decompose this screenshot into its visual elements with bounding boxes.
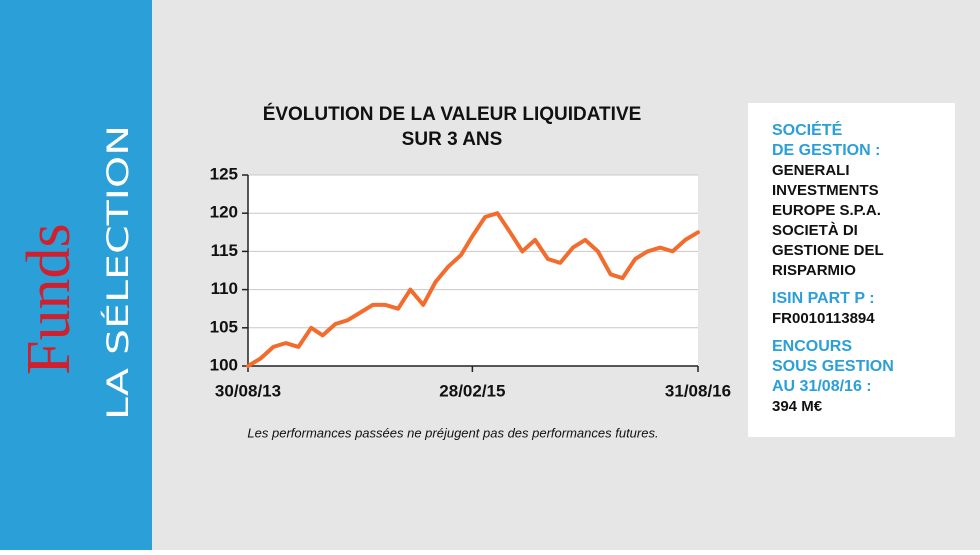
info-label: SOUS GESTION bbox=[772, 358, 894, 375]
value-line bbox=[246, 211, 700, 368]
x-tick-label: 31/08/16 bbox=[665, 381, 731, 400]
info-label: ENCOURS bbox=[772, 338, 852, 355]
info-value: EUROPE S.P.A. bbox=[772, 202, 881, 219]
info-value: RISPARMIO bbox=[772, 262, 856, 279]
info-value: GENERALI bbox=[772, 162, 850, 179]
plot-area bbox=[248, 175, 698, 366]
info-card bbox=[748, 103, 955, 437]
sidebar bbox=[0, 0, 152, 550]
info-value: GESTIONE DEL bbox=[772, 242, 884, 259]
info-label: ISIN PART P : bbox=[772, 290, 875, 307]
info-label: AU 31/08/16 : bbox=[772, 378, 872, 395]
info-label: DE GESTION : bbox=[772, 142, 880, 159]
y-tick-label: 120 bbox=[210, 203, 238, 222]
y-tick-label: 125 bbox=[210, 164, 238, 183]
info-label: SOCIÉTÉ bbox=[772, 120, 843, 139]
brand: Funds bbox=[15, 223, 83, 375]
x-tick-label: 30/08/13 bbox=[215, 381, 281, 400]
x-tick-label: 28/02/15 bbox=[439, 381, 505, 400]
chart-title: SUR 3 ANS bbox=[402, 129, 503, 150]
chart-title: ÉVOLUTION DE LA VALEUR LIQUIDATIVE bbox=[263, 103, 642, 125]
y-tick-label: 105 bbox=[210, 317, 238, 336]
y-tick-label: 110 bbox=[211, 279, 238, 298]
footnote: Les performances passées ne préjugent pa… bbox=[247, 425, 658, 440]
info-value: FR0010113894 bbox=[772, 310, 875, 327]
y-tick-label: 100 bbox=[210, 355, 238, 374]
info-value: INVESTMENTS bbox=[772, 182, 879, 199]
info-value: SOCIETÀ DI bbox=[772, 222, 858, 239]
y-tick-label: 115 bbox=[211, 241, 238, 260]
section-name: LA SÉLECTION bbox=[101, 125, 135, 420]
info-value: 394 M€ bbox=[772, 398, 823, 415]
